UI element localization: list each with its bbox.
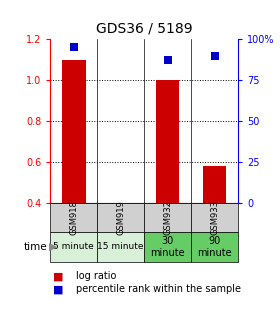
Text: log ratio: log ratio	[76, 271, 116, 281]
Text: 30
minute: 30 minute	[150, 236, 185, 258]
Text: GSM932: GSM932	[163, 200, 172, 235]
Point	[165, 58, 170, 63]
Text: GSM918: GSM918	[69, 200, 78, 235]
Text: 90
minute: 90 minute	[197, 236, 232, 258]
Text: ■: ■	[53, 271, 64, 281]
Text: time: time	[24, 242, 48, 252]
Bar	[156, 80, 179, 203]
Text: ■: ■	[53, 284, 64, 294]
Point	[212, 53, 217, 58]
Text: percentile rank within the sample: percentile rank within the sample	[76, 284, 241, 294]
Point	[72, 45, 76, 50]
Text: 5 minute: 5 minute	[53, 242, 94, 251]
Text: ▶: ▶	[49, 242, 57, 252]
Bar	[203, 166, 226, 203]
Bar	[62, 60, 86, 203]
Text: 15 minute: 15 minute	[97, 242, 144, 251]
Title: GDS36 / 5189: GDS36 / 5189	[96, 21, 193, 35]
Text: GSM933: GSM933	[210, 200, 219, 235]
Text: GSM919: GSM919	[116, 200, 125, 235]
